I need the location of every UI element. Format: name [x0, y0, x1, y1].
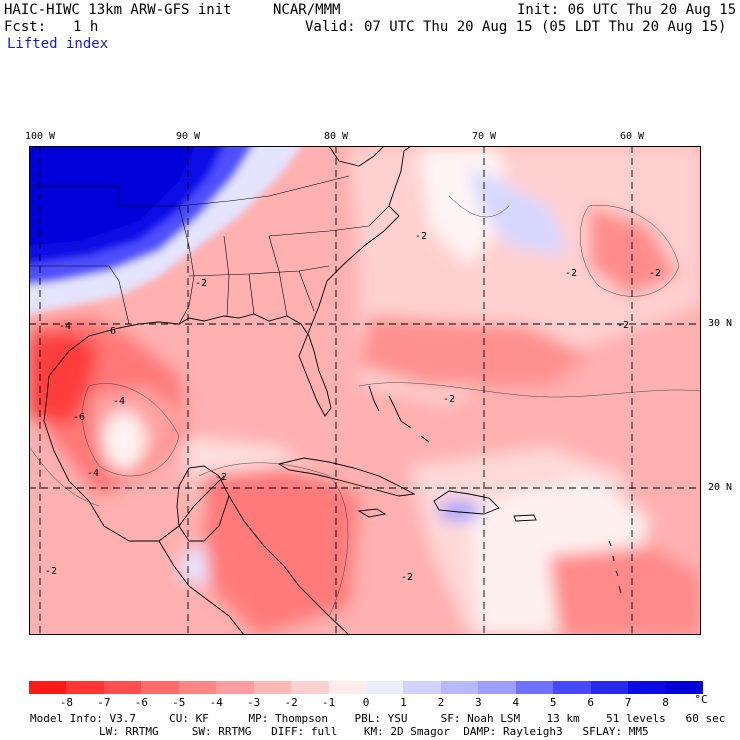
colorbar-swatch: [515, 681, 554, 694]
field-name: Lifted index: [7, 36, 109, 52]
colorbar-swatch: [291, 681, 330, 694]
contour-label: -2: [565, 268, 577, 279]
lon-label-60w: 60 W: [619, 131, 645, 142]
colorbar-tick-label: -2: [284, 696, 298, 709]
colorbar-tick-label: 2: [437, 696, 445, 709]
contour-label: -2: [443, 394, 455, 405]
colorbar-swatch: [328, 681, 367, 694]
colorbar-tick-label: 6: [587, 696, 594, 709]
model-title: HAIC-HIWC 13km ARW-GFS init: [4, 2, 232, 18]
colorbar-swatch: [141, 681, 180, 694]
colorbar-tick-label: 7: [624, 696, 632, 709]
colorbar-swatch: [665, 681, 704, 694]
colorbar-tick-label: 1: [400, 696, 407, 709]
contour-label: -4: [113, 396, 125, 407]
colorbar-swatch: [403, 681, 442, 694]
contour-labels: -2 -2 -2 -2 -2 -2 -2 -2 -2 -4 -4 -4 -6 -…: [45, 231, 661, 583]
lat-label-20n: 20 N: [708, 482, 733, 493]
colorbar-tick-label: -4: [209, 696, 223, 709]
contour-label: -6: [73, 412, 85, 423]
coastlines: [29, 146, 622, 635]
colorbar-tick-label: 8: [662, 696, 669, 709]
colorbar-swatch: [253, 681, 292, 694]
stable-air-mass: [29, 146, 302, 314]
init-time: Init: 06 UTC Thu 20 Aug 15: [517, 2, 737, 18]
colorbar-swatch: [178, 681, 217, 694]
contour-label: -2: [215, 472, 227, 483]
contour-label: -2: [401, 572, 413, 583]
valid-time: Valid: 07 UTC Thu 20 Aug 15 (05 LDT Thu …: [305, 19, 727, 35]
colorbar-tick-label: -6: [134, 696, 148, 709]
organization: NCAR/MMM: [273, 2, 341, 18]
colorbar-tick-label: -7: [97, 696, 111, 709]
colorbar-swatch: [216, 681, 255, 694]
colorbar-unit: °C: [694, 693, 708, 706]
contour-label: -6: [104, 326, 116, 337]
contour-label: -2: [649, 268, 661, 279]
field-shading: [29, 146, 701, 635]
colorbar-swatch: [628, 681, 667, 694]
colorbar-tick-label: -5: [172, 696, 186, 709]
lon-label-90w: 90 W: [175, 131, 201, 142]
forecast-hour: 1 h: [73, 19, 99, 35]
colorbar-swatch: [66, 681, 105, 694]
colorbar-swatch: [29, 681, 67, 694]
colorbar-tick-label: 0: [362, 696, 370, 709]
contour-label: -2: [415, 231, 427, 242]
contour-label: -4: [87, 468, 99, 479]
colorbar-tick-label: -3: [247, 696, 261, 709]
colorbar-swatch: [590, 681, 629, 694]
colorbar-tick-label: 3: [475, 696, 482, 709]
colorbar-swatch: [478, 681, 517, 694]
contour-label: -4: [59, 321, 71, 332]
contour-lines: [29, 195, 701, 617]
lifted-index-map: -2 -2 -2 -2 -2 -2 -2 -2 -2 -4 -4 -4 -6 -…: [29, 146, 701, 635]
colorbar: [29, 681, 704, 694]
map-frame: [29, 146, 701, 635]
lon-label-70w: 70 W: [471, 131, 497, 142]
colorbar-swatch: [103, 681, 142, 694]
colorbar-swatch: [553, 681, 592, 694]
colorbar-swatch: [440, 681, 479, 694]
colorbar-tick-label: -1: [321, 696, 336, 709]
model-info-line1: Model Info: V3.7 CU: KF MP: Thompson PBL…: [30, 712, 726, 725]
colorbar-tick-label: 4: [512, 696, 520, 709]
contour-label: -2: [45, 566, 57, 577]
colorbar-tick-label: 5: [549, 696, 557, 709]
colorbar-tick-label: -8: [59, 696, 74, 709]
model-info-line2: LW: RRTMG SW: RRTMG DIFF: full KM: 2D Sm…: [99, 725, 649, 738]
graticule: [29, 146, 701, 635]
lat-label-30n: 30 N: [708, 318, 733, 329]
lon-label-80w: 80 W: [323, 131, 349, 142]
lon-label-100w: 100 W: [24, 131, 56, 142]
colorbar-swatch: [366, 681, 404, 694]
contour-label: -2: [617, 320, 629, 331]
forecast-label: Fcst:: [4, 19, 47, 35]
contour-label: -2: [195, 278, 207, 289]
